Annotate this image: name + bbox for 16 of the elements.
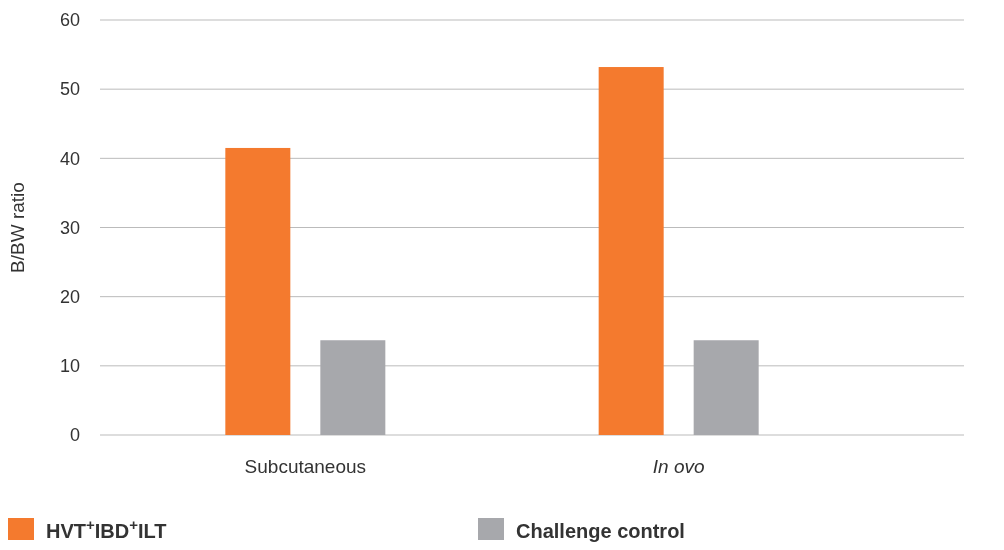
legend-label: Challenge control <box>516 520 685 542</box>
y-tick-label: 50 <box>59 79 80 100</box>
y-tick-label: 20 <box>59 286 80 307</box>
bar <box>320 340 386 435</box>
bar <box>598 67 664 435</box>
bar <box>693 340 759 435</box>
bar <box>225 147 291 435</box>
y-tick-label: 40 <box>59 148 80 169</box>
y-tick-label: 10 <box>59 356 80 377</box>
x-tick-label: Subcutaneous <box>244 456 367 477</box>
legend-label: HVT$^{+}$IBD$^{+}$ILT <box>46 515 167 542</box>
x-tick-label: In ovo <box>652 456 705 477</box>
y-tick-label: 60 <box>59 10 80 31</box>
y-tick-label: 30 <box>59 217 80 238</box>
y-tick-label: 0 <box>69 425 80 446</box>
y-axis-title: B/BW ratio <box>7 182 28 273</box>
